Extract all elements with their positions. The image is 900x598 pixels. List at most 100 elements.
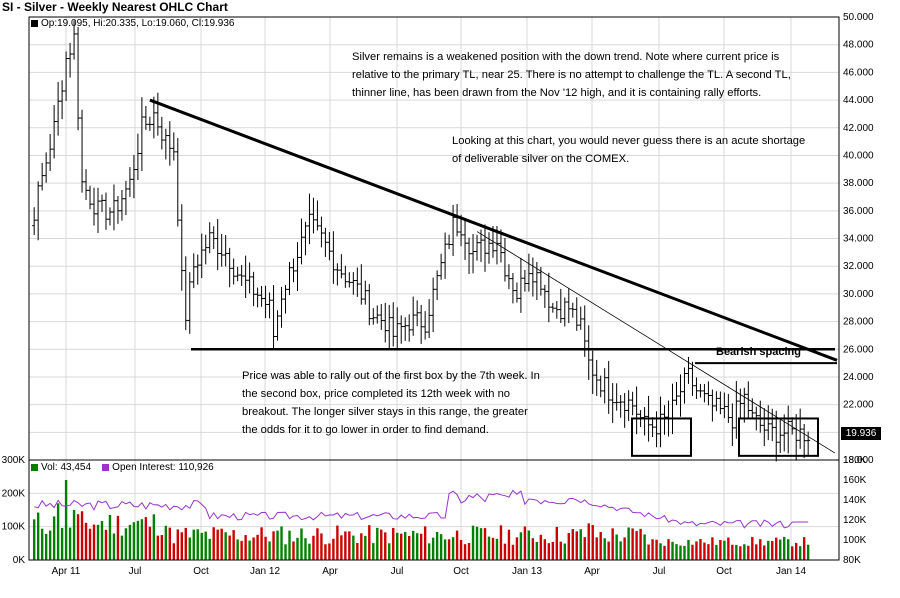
volume-bar [451,537,455,560]
price-y-tick-label: 42.000 [843,123,874,134]
volume-bar [683,545,686,560]
volume-bar [627,527,630,560]
volume-bar [663,545,666,560]
volume-bar [798,546,802,560]
bearish-spacing-label: Bearish spacing [716,346,801,358]
volume-bar [388,543,391,560]
oi-y-tick-label: 140K [843,495,867,506]
volume-bar [763,545,766,560]
volume-bar [216,529,219,560]
volume-bar [719,540,722,560]
volume-bar [511,544,515,560]
volume-bar [184,527,187,560]
oi-legend-text: Open Interest: 110,926 [112,462,214,473]
volume-bar [360,533,363,560]
volume-bar [248,540,251,560]
volume-bar [260,527,263,560]
x-tick-label: Oct [453,566,469,577]
volume-bar [344,531,347,560]
volume-bar [100,521,104,560]
volume-bar [376,527,379,560]
volume-bar [603,538,606,560]
consolidation-boxes [631,417,819,457]
volume-bar [559,541,563,560]
volume-bar [687,539,690,560]
x-tick-label: Jan 14 [776,566,806,577]
volume-bar [743,544,746,560]
volume-bar [152,514,156,560]
volume-bar [68,527,72,560]
volume-bar [407,536,411,560]
volume-bar [579,529,582,560]
volume-bar [459,539,463,560]
volume-bar [483,528,487,560]
volume-bar [32,519,36,560]
volume-bar [711,537,714,560]
volume-bar [268,541,271,560]
volume-panel-frame [28,459,840,561]
volume-bar [208,538,211,560]
volume-bar [787,539,790,560]
volume-bar [80,511,84,560]
volume-bar [747,545,750,560]
volume-bar [64,480,68,560]
volume-bar [272,531,275,560]
volume-bar [48,530,52,560]
volume-bar [368,525,371,560]
volume-bar [88,528,92,560]
volume-bar [615,534,618,560]
volume-bar [759,539,762,560]
volume-bar [252,537,255,560]
volume-bar [655,539,658,560]
volume-bar [439,534,443,560]
volume-bar [212,527,215,560]
volume-bar [160,535,164,560]
volume-bar [723,540,726,560]
x-tick-label: Apr 11 [52,566,81,577]
oi-y-tick-label: 180K [843,455,867,466]
oi-y-tick-label: 120K [843,515,867,526]
volume-bar [392,527,395,560]
price-y-tick-label: 18.000 [843,455,874,466]
volume-bar [431,537,435,560]
volume-bar [563,543,566,560]
volume-bar [364,535,367,560]
volume-bar [555,526,559,560]
volume-bar [316,528,319,560]
volume-bar [196,529,199,560]
price-y-tick-label: 22.000 [843,400,874,411]
volume-bar [200,532,203,560]
ohlc-legend-swatch [31,19,38,27]
volume-bar [675,544,678,560]
volume-bar [551,541,555,560]
volume-bar [775,537,778,560]
volume-bar [667,539,670,560]
volume-bar [204,531,207,560]
volume-bar [404,531,407,560]
price-y-axis: 18.00020.00022.00024.00026.00028.00030.0… [843,12,874,466]
volume-bar [571,529,574,560]
volume-bar [739,546,742,560]
volume-bar [623,537,626,560]
volume-bar [647,544,650,560]
volume-bar [332,538,335,560]
price-y-tick-label: 24.000 [843,372,874,383]
volume-bar [244,534,247,560]
volume-bar [419,533,423,560]
volume-bar [679,545,682,560]
volume-bar [180,532,183,560]
volume-legend-text: Vol: 43,454 [41,462,92,473]
volume-bar [380,529,383,560]
volume-bar [292,541,295,560]
x-tick-label: Apr [322,566,338,577]
volume-bar [659,543,662,560]
volume-bar [140,519,144,560]
volume-bar [308,543,311,560]
volume-bar [475,526,479,560]
volume-bar [631,528,634,560]
x-tick-label: Apr [584,566,600,577]
volume-bar [320,533,323,560]
volume-bar [112,533,116,560]
volume-bar [703,542,706,560]
volume-bar [415,533,419,560]
